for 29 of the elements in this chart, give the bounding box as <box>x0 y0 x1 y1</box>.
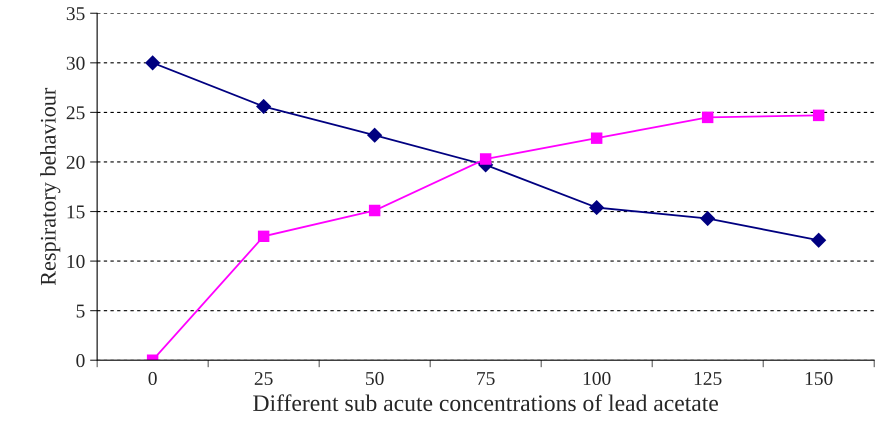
point <box>368 204 380 216</box>
y-tick-label: 30 <box>66 56 85 70</box>
x-tick-label: 125 <box>694 372 722 386</box>
point <box>480 153 492 165</box>
y-tick-label: 5 <box>76 304 85 318</box>
y-tick-label: 0 <box>76 354 85 368</box>
y-axis-title: Respiratory behaviour <box>40 88 60 286</box>
point <box>367 128 382 143</box>
point <box>812 110 824 122</box>
point <box>145 55 160 70</box>
point <box>700 211 716 226</box>
x-tick-label: 0 <box>148 372 157 386</box>
point <box>589 200 604 215</box>
y-tick-label: 35 <box>66 7 85 20</box>
x-tick-label: 100 <box>584 372 610 386</box>
x-tick-label: 150 <box>806 372 833 386</box>
y-tick-label: 15 <box>68 205 85 218</box>
y-tick-label: 20 <box>66 156 85 169</box>
x-tick-label: 75 <box>477 372 495 386</box>
point <box>702 112 714 124</box>
point <box>258 230 270 242</box>
y-tick-label: 25 <box>66 106 85 120</box>
x-tick-label: 50 <box>366 372 384 386</box>
point <box>590 132 602 144</box>
y-tick-label: 10 <box>68 254 85 268</box>
point <box>256 99 272 114</box>
x-axis-title: Different sub acute concentrations of lead acetate <box>253 394 718 412</box>
point <box>811 232 826 248</box>
x-tick-label: 25 <box>254 372 273 386</box>
